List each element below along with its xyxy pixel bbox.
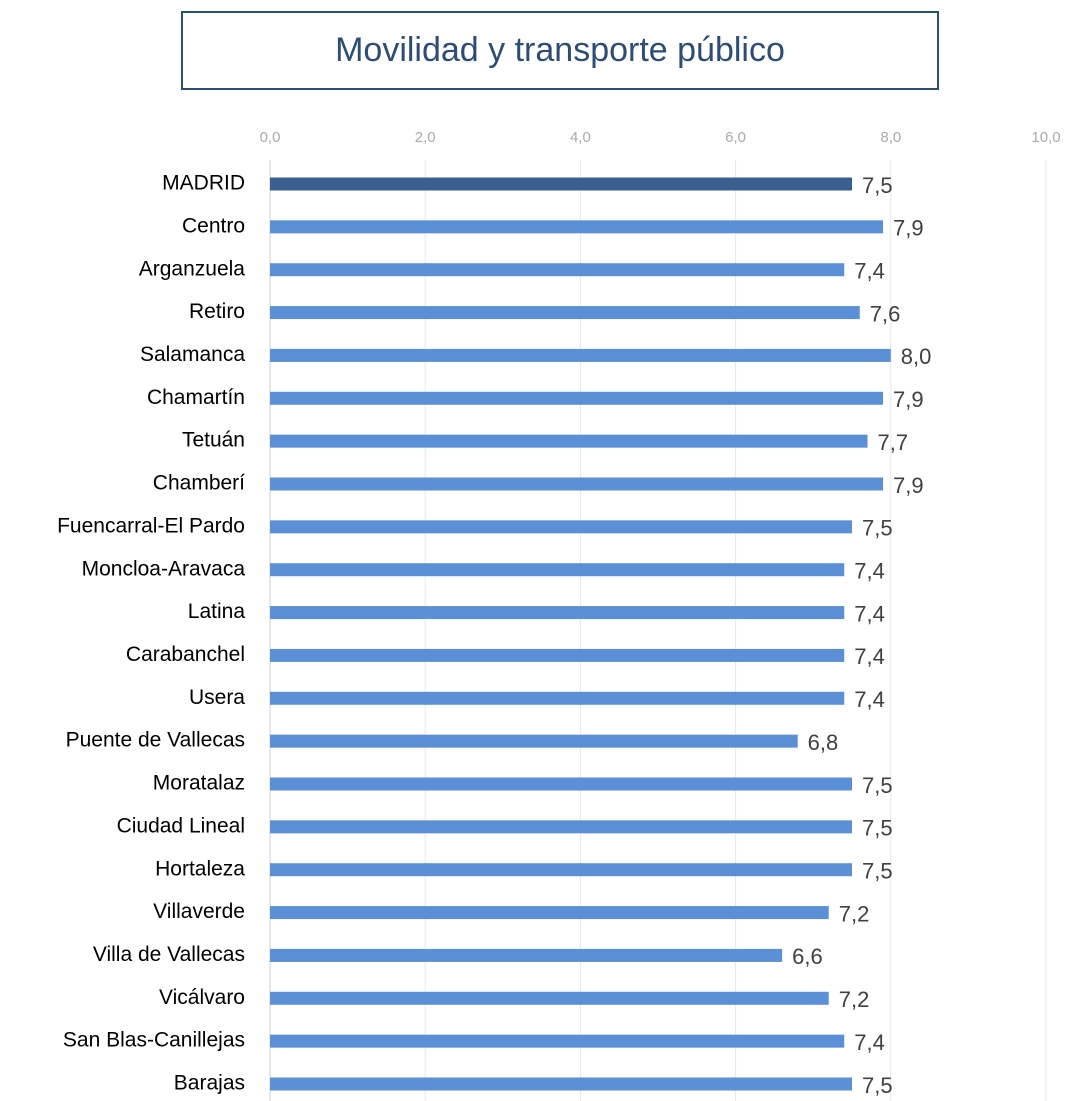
bar: [270, 434, 868, 448]
value-label: 7,5: [862, 173, 893, 198]
bar: [270, 220, 884, 234]
y-tick-label: Moncloa-Aravaca: [82, 557, 246, 580]
y-tick-label: Tetuán: [182, 429, 245, 452]
y-tick-label: Moratalaz: [153, 772, 245, 795]
x-tick-label: 2,0: [415, 129, 436, 146]
bar: [270, 477, 884, 491]
value-label: 7,4: [854, 1030, 885, 1055]
x-tick-label: 8,0: [880, 129, 901, 146]
value-label: 7,5: [862, 516, 893, 541]
bar: [270, 263, 845, 277]
value-label: 7,2: [839, 987, 870, 1012]
value-label: 7,9: [893, 387, 924, 412]
y-tick-label: Ciudad Lineal: [117, 814, 245, 837]
bar: [270, 606, 845, 620]
value-label: 6,6: [792, 944, 823, 969]
value-label: 7,4: [854, 644, 885, 669]
y-tick-label: Villaverde: [153, 900, 245, 923]
y-tick-label: Chamartín: [147, 386, 245, 409]
y-tick-label: Centro: [182, 214, 245, 237]
value-label: 7,9: [893, 473, 924, 498]
y-tick-label: Chamberí: [153, 472, 245, 495]
y-tick-label: Hortaleza: [155, 857, 245, 880]
bar: [270, 906, 829, 920]
value-label: 7,2: [839, 901, 870, 926]
bar: [270, 863, 852, 877]
bar: [270, 177, 852, 191]
y-tick-label: Puente de Vallecas: [66, 729, 245, 752]
y-tick-label: Barajas: [174, 1072, 245, 1095]
y-tick-label: Villa de Vallecas: [93, 943, 245, 966]
y-tick-label: Carabanchel: [126, 643, 245, 666]
bar: [270, 991, 829, 1005]
bar: [270, 691, 845, 705]
value-label: 7,7: [878, 430, 909, 455]
y-tick-label: Vicálvaro: [159, 986, 245, 1009]
bar: [270, 306, 860, 320]
bar: [270, 777, 852, 791]
y-tick-label: Retiro: [189, 300, 245, 323]
x-tick-label: 6,0: [725, 129, 746, 146]
value-label: 7,5: [862, 859, 893, 884]
bar: [270, 734, 798, 748]
bar: [270, 1077, 852, 1091]
y-tick-label: San Blas-Canillejas: [63, 1029, 245, 1052]
bar: [270, 391, 884, 405]
y-tick-label: Usera: [189, 686, 245, 709]
bar: [270, 948, 783, 962]
value-label: 7,4: [854, 687, 885, 712]
y-tick-label: MADRID: [162, 172, 245, 195]
bar: [270, 563, 845, 577]
bar: [270, 820, 852, 834]
value-label: 7,5: [862, 1073, 893, 1098]
bar: [270, 1034, 845, 1048]
y-tick-label: Arganzuela: [139, 257, 246, 280]
value-label: 7,4: [854, 601, 885, 626]
y-tick-label: Fuencarral-El Pardo: [57, 514, 245, 537]
value-label: 7,5: [862, 773, 893, 798]
value-label: 7,4: [854, 259, 885, 284]
value-label: 8,0: [901, 344, 932, 369]
value-label: 7,4: [854, 559, 885, 584]
value-label: 6,8: [808, 730, 839, 755]
value-label: 7,6: [870, 301, 901, 326]
title-box: [181, 11, 939, 90]
y-tick-label: Salamanca: [140, 343, 245, 366]
bar: [270, 520, 852, 534]
y-tick-label: Latina: [188, 600, 246, 623]
x-tick-label: 0,0: [260, 129, 281, 146]
bar: [270, 648, 845, 662]
x-tick-label: 10,0: [1031, 129, 1060, 146]
chart-title: Movilidad y transporte público: [335, 31, 785, 69]
value-label: 7,5: [862, 816, 893, 841]
value-label: 7,9: [893, 216, 924, 241]
bar: [270, 348, 891, 362]
x-tick-label: 4,0: [570, 129, 591, 146]
